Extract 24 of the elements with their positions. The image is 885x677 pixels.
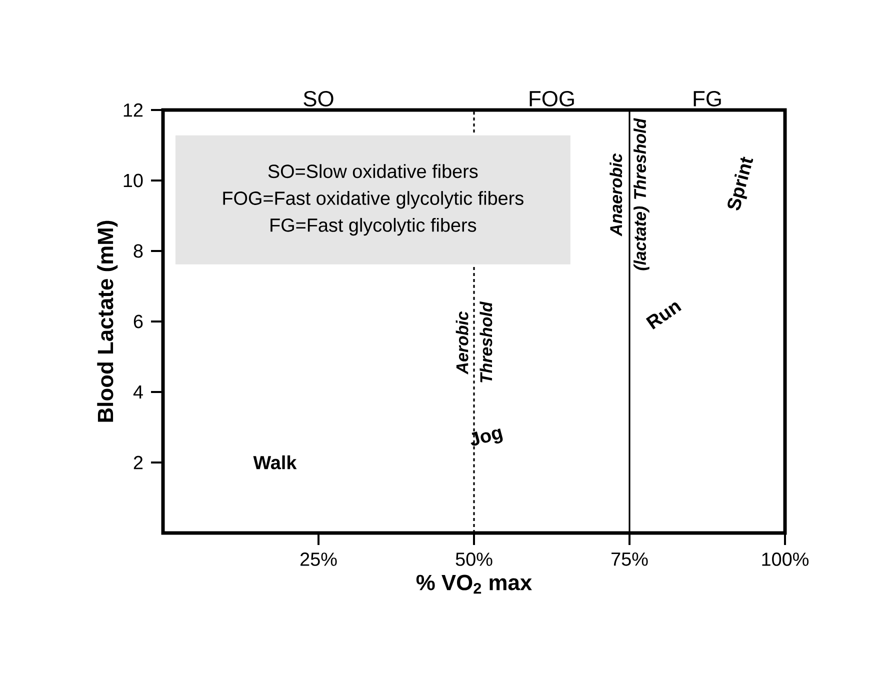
- annotation: Walk: [253, 455, 297, 470]
- x-tick-label: 100%: [762, 552, 809, 566]
- x-axis-title: % VO$_{2}$ max: [416, 574, 532, 594]
- y-tick-label: 12: [124, 103, 143, 117]
- x-tick-label: 50%: [456, 552, 492, 566]
- y-tick-label: 4: [133, 385, 143, 399]
- x-tick-label: 25%: [300, 552, 337, 566]
- text: FG: [694, 90, 721, 106]
- annotation: Jog: [470, 428, 503, 446]
- y-tick-label: 6: [134, 314, 143, 328]
- ref-line-label: Anaerobic (lactate) Threshold: [610, 118, 650, 270]
- y-tick-label: 10: [124, 174, 143, 188]
- x-tick-label: 75%: [612, 552, 648, 566]
- y-axis-title: Blood Lactate (mM): [97, 220, 118, 422]
- annotation: SO=Slow oxidative fibers: [268, 164, 478, 178]
- annotation: Sprint: [728, 156, 754, 210]
- text: SO: [304, 90, 334, 106]
- y-tick-label: 2: [134, 456, 143, 470]
- y-tick-label: 8: [134, 244, 143, 258]
- ref-line-label: Aerobic Threshold: [456, 301, 492, 382]
- annotation: Run: [646, 302, 682, 330]
- text: FOG: [530, 90, 574, 106]
- annotation: FOG=Fast oxidative glycolytic fibers: [223, 191, 524, 209]
- annotation: FG=Fast glycolytic fibers: [270, 218, 476, 236]
